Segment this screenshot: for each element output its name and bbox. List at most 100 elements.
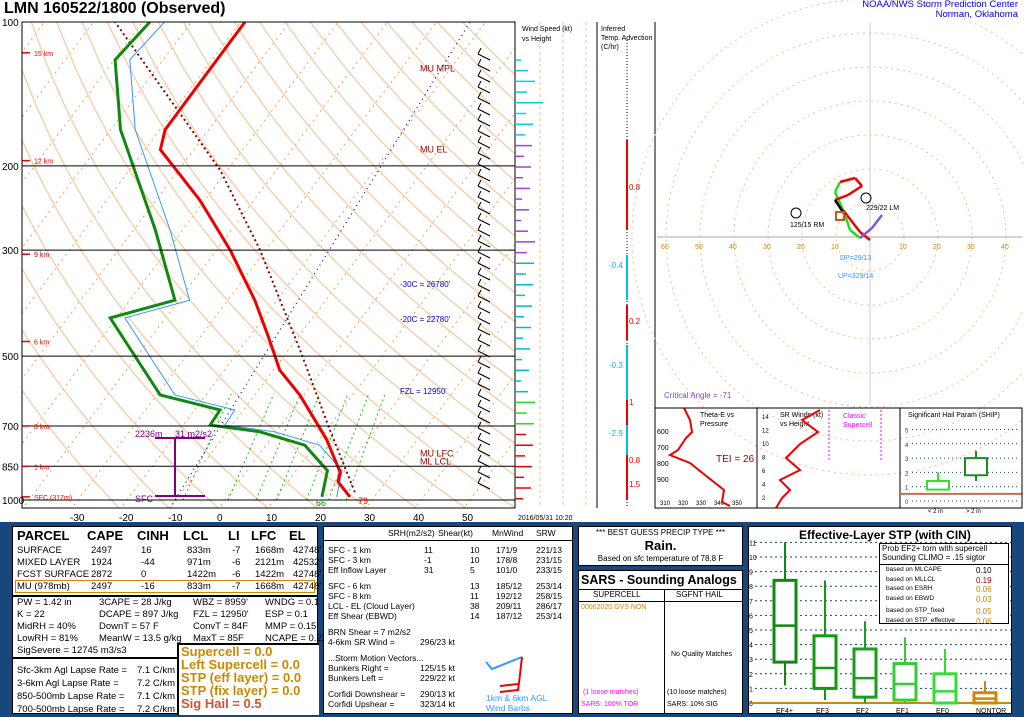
stp-probability-box: Prob EF2+ torn with supercell Sounding CL… (879, 543, 1009, 626)
srwind-trace (775, 409, 821, 509)
thetae-y-label: 900 (657, 477, 669, 484)
wind-barb-flag (477, 355, 482, 363)
dry-adiabat (335, 22, 515, 210)
wind-barb-flag (477, 421, 482, 429)
stp-climo-line: Sounding CLIMO = .15 sigtor (882, 553, 986, 562)
sars-panel: SARS - Sounding Analogs SUPERCELL SGFNT HA… (578, 570, 743, 714)
page-title: LMN 160522/1800 (Observed) (4, 0, 226, 17)
hodograph-ring-label: 40 (1001, 244, 1009, 251)
thetae-x-label: 320 (678, 501, 689, 507)
wind-barb (477, 75, 491, 83)
advection-value: 1 (629, 398, 634, 407)
thetae-trace (667, 407, 731, 507)
srwind-y-label: 10 (762, 442, 769, 448)
thetae-x-label: 340 (714, 501, 725, 507)
inflow-top-label: 2236m (135, 429, 163, 439)
wind-barb-flag (477, 146, 482, 154)
wind-barb-flag (477, 267, 482, 275)
kinematics-cell: 10 (470, 555, 480, 565)
organization: NOAA/NWS Storm Prediction Center Norman, … (862, 0, 1018, 20)
parcel-cell: FCST SURFACE (17, 569, 90, 580)
kinematics-cell: 209/11 (496, 601, 522, 611)
parcel-cell: -7 (232, 545, 241, 556)
temperature-label: -20 (119, 513, 134, 522)
hodograph-segment (871, 214, 883, 229)
hodograph-segment (833, 181, 842, 193)
kinematics-cell: 13 (470, 581, 480, 591)
wind-barb-flag (477, 124, 482, 132)
hodograph-ring-label: 30 (967, 244, 975, 251)
stp-prob-value: 0.06 (976, 585, 992, 594)
parcel-cell: -7 (232, 581, 241, 592)
wetbulb-trace (124, 22, 343, 497)
sars-footer-hail: SARS: 10% SIG (667, 701, 718, 708)
lapse-rate-label: 700-500mb Lapse Rate = (17, 704, 125, 715)
wind-barb (477, 361, 491, 369)
sars-loose-hail: (10 loose matches) (667, 689, 727, 696)
stp-title: Effective-Layer STP (with CIN) (799, 528, 971, 542)
wind-barb-flag (477, 47, 482, 55)
divider (579, 601, 742, 602)
divider (664, 589, 665, 713)
index-value: MaxT = 85F (193, 633, 244, 644)
index-value: WNDG = 0.1 (265, 597, 320, 608)
timestamp: 2016/05/31 10:20 (518, 515, 573, 522)
wind-barb (477, 383, 491, 391)
stp-prob-value: 0.05 (976, 607, 992, 616)
pressure-label: 700 (2, 422, 19, 433)
kinematics-cell: 171/9 (496, 545, 518, 555)
ship-category: < 2 in (928, 509, 943, 515)
wind-barb-flag (477, 168, 482, 176)
wind-barb-flag (477, 399, 482, 407)
stp-y-label: 4 (749, 643, 753, 650)
wind-barb (477, 328, 491, 336)
wind-barb (477, 251, 491, 259)
wind-speed-title: Wind Speed (kt) (522, 26, 572, 33)
stp-prob-line: Prob EF2+ torn with supercell (882, 544, 988, 553)
temperature-label: 30 (364, 513, 376, 522)
ship-y-label: 5 (905, 429, 909, 435)
wind-barb-flag (477, 289, 482, 297)
dry-adiabat (106, 22, 515, 476)
wind-barb (477, 350, 491, 358)
left-mover-marker (860, 192, 872, 204)
mixing-ratio-line (345, 393, 386, 501)
lapse-rate-value: 7.2 C/km (137, 678, 176, 689)
stp-prob-label: based on EBWD (886, 594, 935, 602)
wind-barb-flag (477, 333, 482, 341)
wind-barb (477, 306, 491, 314)
isotherm (414, 373, 515, 508)
wind-barb (477, 218, 491, 226)
wind-barb-flag (477, 366, 482, 374)
parcel-cell: SURFACE (17, 545, 62, 556)
sfc-temp-label: 79 (358, 496, 368, 506)
advection-value: -0.4 (609, 261, 623, 270)
parcel-cell: 2497 (91, 545, 113, 556)
right-mover-marker (790, 207, 802, 219)
stp-y-label: 6 (749, 613, 753, 620)
dry-adiabat (233, 22, 515, 323)
stp-boxplot: 0 1 2 3 4 5 6 7 8 9 10 11 EF4+ EF3 EF2 EF1 EF0 NONTOR (749, 540, 1011, 714)
kinematics-cell: 253/14 (536, 581, 562, 591)
parcel-cell: 42748' (293, 545, 322, 556)
precip-basis: Based on sfc temperature of 78.8 F (597, 554, 724, 563)
wind-barb-flag (477, 245, 482, 253)
wind-barb (477, 372, 491, 380)
kinematics-cell: 192/12 (496, 591, 522, 601)
pressure-label: 200 (2, 162, 19, 173)
index-value: MidRH = 40% (17, 621, 76, 632)
dry-adiabat (22, 328, 170, 508)
srwind-y-label: 12 (762, 429, 769, 435)
level-annotation: -30C = 26780' (400, 280, 451, 289)
stp-category: EF2 (856, 708, 869, 714)
wind-barb-flag (477, 201, 482, 209)
sars-col-hail: SGFNT HAIL (676, 590, 723, 599)
isotherm (22, 22, 94, 119)
isotherm (22, 22, 143, 184)
wind-barb (477, 449, 491, 457)
vector-label: Corfidi Upshear = (328, 699, 395, 709)
lapse-rate-value: 7.1 C/km (137, 665, 176, 676)
wind-barb-flag (477, 344, 482, 352)
kinematics-cell: 258/15 (536, 591, 562, 601)
